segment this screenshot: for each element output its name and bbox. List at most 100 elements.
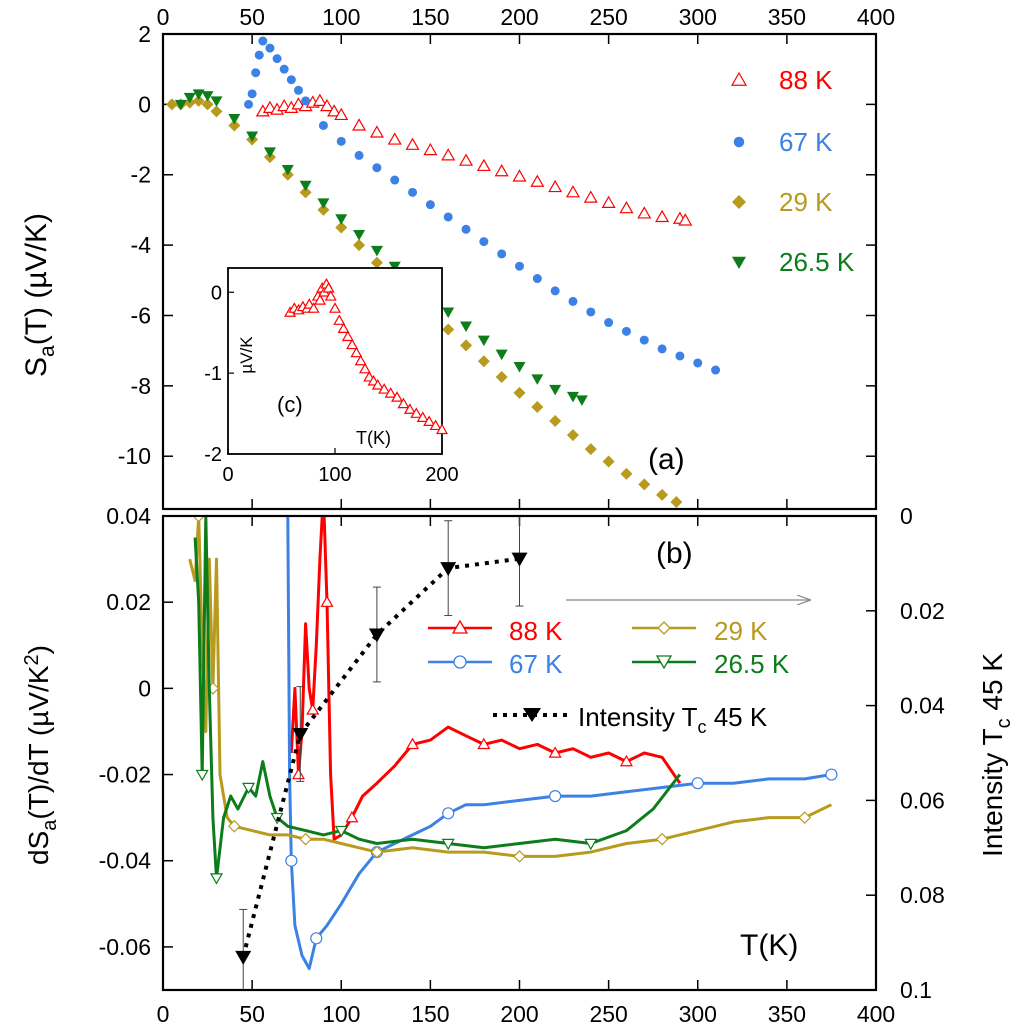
a-data-point [228, 113, 241, 125]
panel-a-legend: 88 K 67 K 29 K 26.5 K [730, 65, 855, 277]
a-data-point [621, 326, 631, 336]
a-data-point [495, 349, 508, 361]
a-data-point [372, 163, 382, 173]
panel-b-y-axis-label: dSa(T)/dT (µV/K2) [21, 645, 61, 865]
a-data-point [423, 142, 438, 156]
b-data-point [193, 517, 204, 523]
a-data-point [548, 179, 563, 193]
panel-a-label: (a) [648, 443, 685, 476]
a-x-tick-label: 350 [768, 4, 806, 30]
a-x-tick-label: 100 [322, 4, 360, 30]
b-x-tick-label: 50 [239, 1001, 265, 1027]
b-data-point [513, 850, 526, 863]
a-data-point [639, 335, 649, 345]
b-series-67-K [285, 517, 838, 970]
a-data-point [327, 104, 342, 117]
a-x-tick-label: 50 [239, 4, 265, 30]
b-series-line [188, 517, 833, 858]
inset-data-point [346, 338, 359, 350]
inset-y-tick-label: -2 [204, 444, 222, 466]
b-intensity-point [292, 728, 309, 743]
b-series-line [289, 517, 682, 841]
b-x-tick-label: 0 [157, 1001, 170, 1027]
b-data-point [320, 595, 334, 607]
inset-x-tick-label: 200 [425, 464, 458, 486]
inset-data-point [350, 346, 363, 358]
b-data-point [655, 832, 669, 846]
a-legend-marker [732, 195, 746, 209]
a-data-point [532, 274, 542, 284]
a-data-point [244, 99, 254, 109]
inset-data-point [429, 419, 442, 431]
a-data-point [286, 75, 296, 85]
a-data-point [228, 119, 241, 132]
a-data-point [317, 203, 330, 216]
a-data-point [513, 386, 526, 399]
a-data-point [353, 230, 366, 241]
a-data-point [657, 344, 667, 354]
a-data-point [353, 239, 366, 252]
inset-panel-label: (c) [277, 392, 303, 417]
inset-data-point [384, 387, 397, 398]
a-legend-label: 26.5 K [779, 247, 855, 277]
b-data-point [291, 767, 306, 780]
b-y-tick-label: -0.02 [99, 762, 151, 788]
ylabel-s: S [20, 357, 53, 377]
a-data-point [477, 355, 490, 368]
a-data-point [254, 50, 264, 60]
a-data-point [354, 150, 364, 160]
ylabel-sub-a: a [36, 345, 59, 357]
a-data-point [565, 185, 581, 198]
b-data-point [548, 746, 562, 758]
a-series-26-5-K [174, 89, 588, 406]
inset-data-point [324, 290, 337, 301]
legend-29k-marker [657, 621, 671, 635]
b-data-point [195, 769, 209, 782]
b-series-line [193, 517, 682, 880]
a-data-point [460, 321, 473, 333]
a-data-point [441, 148, 456, 161]
inset-x-axis-label: T(K) [356, 428, 391, 448]
b-series-line [286, 517, 832, 970]
legend-intensity-marker [523, 708, 541, 722]
a-x-tick-label: 0 [157, 4, 170, 30]
a-data-point [575, 395, 588, 406]
panel-b-right-y-axis-label: Intensity Tc 45 K [977, 653, 1015, 857]
inset-data-point [423, 415, 436, 427]
inset-data-point [313, 294, 327, 305]
inset-c: 0 100 200 0 -1 -2 (c) T(K) µV/K [204, 267, 459, 486]
panel-b: 0 50 100 150 200 250 300 350 400 0.04 0.02 0 -0.02 -… [21, 503, 1015, 1027]
a-data-point [369, 125, 384, 138]
a-legend-label: 29 K [779, 187, 833, 217]
a-data-point [637, 206, 652, 219]
b-data-point [310, 932, 323, 945]
a-data-point [281, 164, 294, 176]
a-x-tick-label: 300 [679, 4, 717, 30]
a-data-point [335, 221, 348, 234]
panel-a-y-ticks: 20-2-4-6-8-10 [118, 21, 876, 469]
a-data-point [515, 261, 524, 271]
a-y-tick-label: -6 [131, 302, 151, 328]
b-series-26-5-K [193, 517, 682, 885]
a-x-tick-label: 250 [589, 4, 627, 30]
a-data-point [678, 213, 693, 226]
legend-26-5k-marker [655, 655, 673, 670]
a-data-point [566, 429, 579, 442]
a-data-point [279, 64, 289, 74]
a-data-point [601, 195, 616, 208]
a-legend-marker [733, 136, 745, 148]
b-y2-tick-label: 0.08 [900, 882, 945, 908]
b-data-point [242, 782, 256, 795]
a-data-point [670, 495, 683, 508]
a-data-point [531, 400, 544, 413]
inset-data-point [403, 403, 416, 414]
a-data-point [655, 209, 670, 223]
legend-29k-label: 29 K [714, 616, 768, 646]
a-data-point [584, 443, 597, 456]
a-data-point [531, 374, 544, 385]
b-x-tick-label: 400 [857, 1001, 895, 1027]
a-data-point [258, 36, 268, 46]
inset-data-point [341, 330, 354, 342]
a-data-point [512, 169, 527, 182]
